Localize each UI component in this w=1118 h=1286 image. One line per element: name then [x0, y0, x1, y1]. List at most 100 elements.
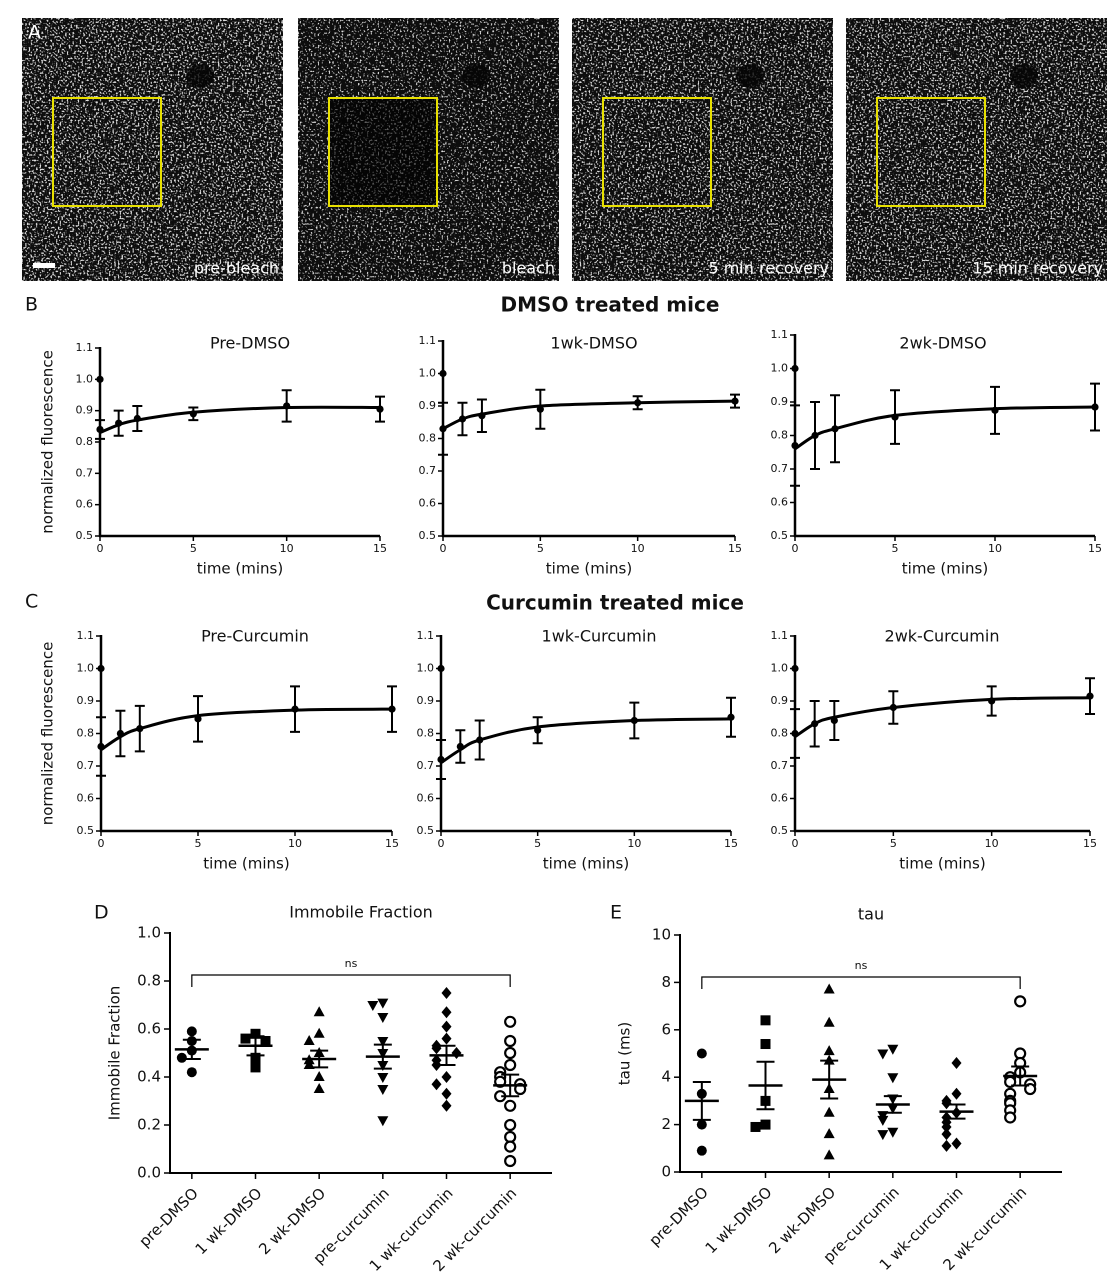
- x-tick-label: 5: [890, 837, 897, 850]
- group-title: DMSO treated mice: [501, 293, 720, 317]
- data-point: [823, 1016, 835, 1027]
- data-point: [504, 1099, 517, 1112]
- x-tick-label: 0: [792, 837, 799, 850]
- x-tick-label: 10: [627, 837, 641, 850]
- data-point: [750, 1121, 761, 1132]
- x-tick-label: 15: [1088, 542, 1102, 555]
- x-tick-label: 15: [1083, 837, 1097, 850]
- data-point: [877, 1049, 889, 1060]
- significance-label: ns: [345, 957, 358, 970]
- data-point: [760, 1039, 771, 1050]
- data-point: [186, 1067, 197, 1078]
- x-tick-label: 0: [438, 837, 445, 850]
- y-tick-label: 0.9: [77, 694, 95, 707]
- x-axis-title: time (mins): [197, 560, 283, 578]
- x-tick-label: 15: [373, 542, 387, 555]
- data-point: [504, 1058, 517, 1072]
- data-point: [313, 1083, 325, 1093]
- y-tick-label: 1.0: [417, 662, 435, 675]
- data-point: [887, 1044, 899, 1055]
- y-tick-label: 1.1: [76, 341, 94, 354]
- y-tick-label: 0.5: [419, 529, 437, 542]
- data-point: [441, 1099, 452, 1112]
- data-point: [377, 1073, 389, 1083]
- y-tick-label: 1.1: [771, 328, 789, 341]
- data-point: [441, 1032, 452, 1045]
- y-tick-label: 0.6: [77, 792, 95, 805]
- y-tick-label: 0.7: [77, 759, 95, 772]
- dark-spot: [462, 64, 490, 88]
- y-axis-title: tau (ms): [616, 1022, 634, 1085]
- data-point: [441, 1071, 452, 1083]
- roi-box: [602, 97, 712, 207]
- x-axis-title: time (mins): [546, 560, 632, 578]
- panel-label: A: [28, 22, 41, 44]
- group-title: Curcumin treated mice: [486, 591, 744, 615]
- x-axis-title: time (mins): [203, 855, 289, 873]
- x-axis-title: time (mins): [543, 855, 629, 873]
- significance-bracket: [191, 974, 511, 987]
- data-point: [441, 987, 452, 999]
- x-tick-label: 15: [724, 837, 738, 850]
- scale-bar: [33, 263, 55, 268]
- y-axis-title: normalized fluorescence: [39, 350, 57, 534]
- sem-bar: [947, 1103, 966, 1120]
- sem-bar: [756, 1060, 775, 1111]
- x-tick-label: 15: [385, 837, 399, 850]
- y-tick-label: 0.7: [419, 464, 437, 477]
- sem-bar: [373, 1043, 392, 1070]
- data-point: [504, 1154, 517, 1168]
- dark-spot: [186, 64, 214, 88]
- data-point: [791, 664, 799, 673]
- y-tick-label: 0.6: [771, 792, 789, 805]
- data-point: [791, 364, 799, 373]
- y-tick-label: 0.4: [137, 1068, 161, 1086]
- chart-title: tau: [858, 905, 884, 924]
- sem-bar: [182, 1038, 201, 1060]
- chart-title: Immobile Fraction: [289, 903, 433, 922]
- x-tick-label: 10: [280, 542, 294, 555]
- y-tick-label: 6: [661, 1020, 671, 1038]
- y-tick-label: 1.0: [76, 372, 94, 385]
- y-tick-label: 0.6: [419, 497, 437, 510]
- data-point: [504, 1015, 517, 1028]
- data-point: [877, 1130, 889, 1141]
- data-point: [96, 375, 104, 383]
- y-tick-label: 10: [652, 926, 671, 944]
- image-caption: 15 min recovery: [972, 259, 1103, 278]
- y-tick-label: 0.8: [417, 727, 435, 740]
- data-point: [696, 1048, 707, 1059]
- y-tick-label: 0.6: [76, 498, 94, 511]
- data-point: [250, 1028, 261, 1039]
- x-tick-label: 15: [728, 542, 742, 555]
- y-tick-label: 1.0: [419, 367, 437, 380]
- x-tick-label: 10: [631, 542, 645, 555]
- fit-curve: [794, 696, 1091, 739]
- data-point: [941, 1120, 952, 1133]
- data-point: [951, 1056, 962, 1069]
- chart-title: Pre-DMSO: [210, 334, 290, 353]
- sem-bar: [437, 1044, 456, 1066]
- micrograph-texture: [572, 18, 833, 281]
- panel-label: B: [25, 294, 38, 316]
- data-point: [439, 369, 447, 378]
- y-tick-label: 1.1: [417, 629, 435, 642]
- sem-bar: [501, 1073, 520, 1098]
- data-point: [760, 1015, 771, 1026]
- data-point: [823, 983, 835, 994]
- chart-title: 1wk-Curcumin: [542, 627, 657, 646]
- y-tick-label: 4: [661, 1068, 671, 1086]
- x-axis-title: time (mins): [899, 855, 985, 873]
- y-tick-label: 0.7: [771, 759, 789, 772]
- y-tick-label: 0: [661, 1163, 671, 1181]
- data-point: [377, 1037, 389, 1047]
- data-point: [823, 1045, 835, 1056]
- data-point: [441, 1020, 452, 1033]
- data-point: [250, 1052, 261, 1063]
- x-tick-label: 0: [98, 837, 105, 850]
- y-tick-label: 1.0: [137, 924, 161, 942]
- y-tick-label: 0.9: [771, 694, 789, 707]
- data-point: [250, 1062, 261, 1073]
- image-caption: pre-bleach: [194, 259, 279, 278]
- data-point: [1024, 1082, 1037, 1096]
